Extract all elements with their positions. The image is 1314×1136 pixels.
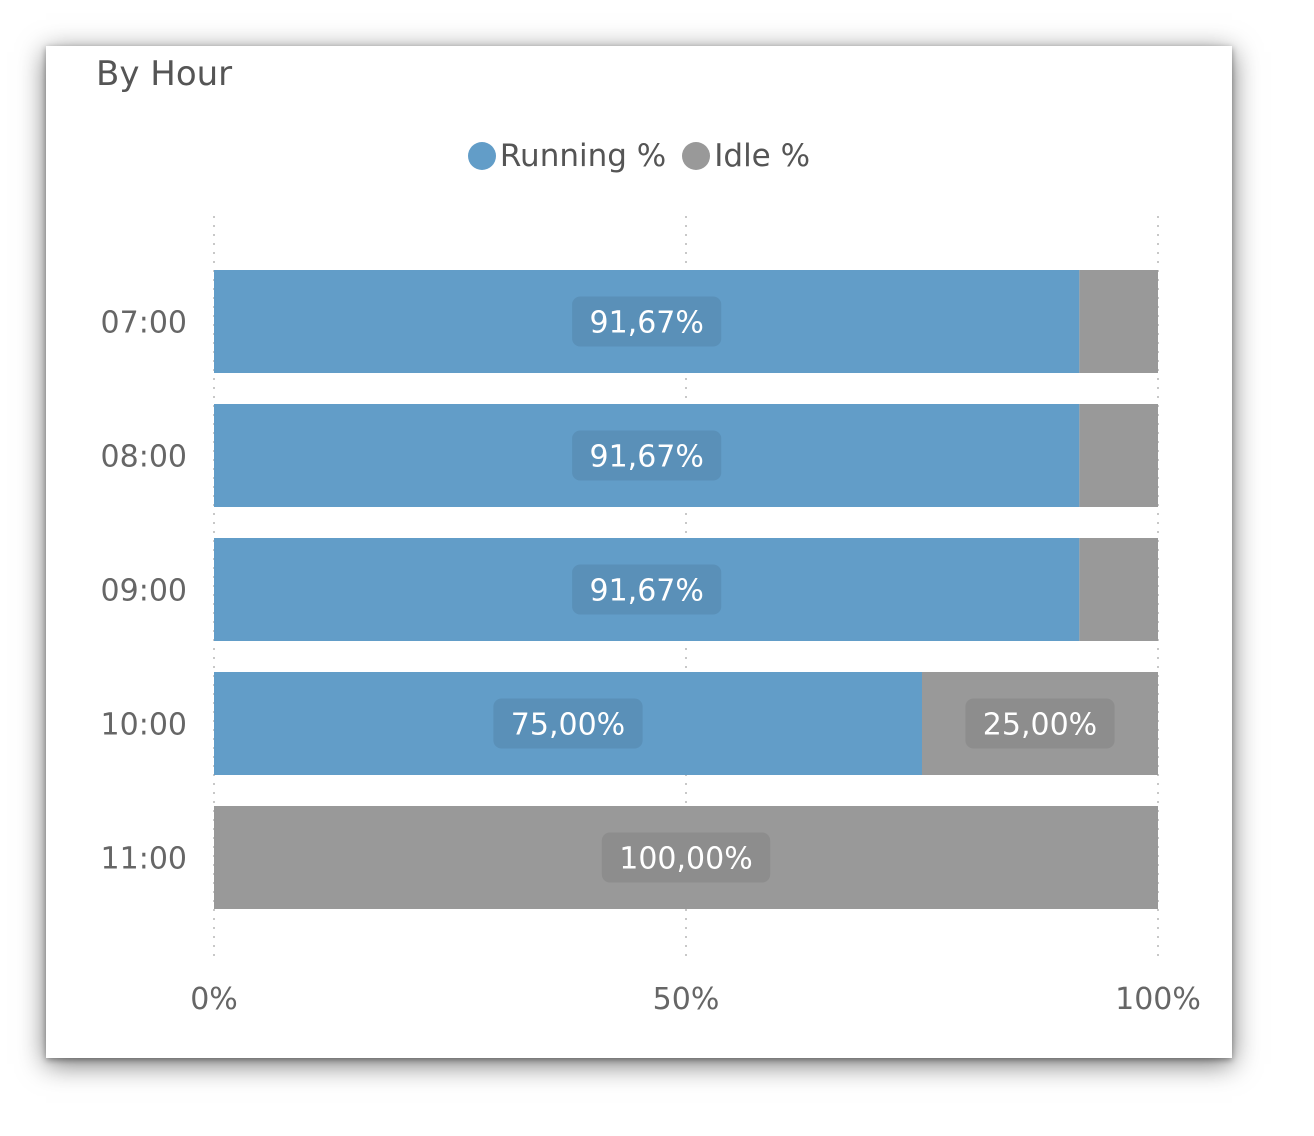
chart-title: By Hour <box>96 54 233 94</box>
data-label-background <box>572 564 722 615</box>
legend-idle-label: Idle % <box>714 138 811 174</box>
data-label: 25,00% <box>983 708 1097 743</box>
legend-running-label: Running % <box>499 138 667 174</box>
data-label: 91,67% <box>589 440 703 475</box>
bar-running[interactable] <box>214 270 1080 373</box>
data-label: 75,00% <box>511 708 625 743</box>
x-tick-label: 50% <box>653 982 720 1017</box>
data-label: 91,67% <box>589 574 703 609</box>
data-label: 100,00% <box>619 842 752 877</box>
x-tick-label: 100% <box>1115 982 1201 1017</box>
category-label: 07:00 <box>101 306 187 341</box>
bar-running[interactable] <box>214 404 1080 507</box>
legend-item-running[interactable]: Running % <box>467 138 667 174</box>
bar-idle[interactable] <box>214 806 1158 909</box>
category-label: 11:00 <box>101 842 187 877</box>
category-label: 08:00 <box>101 440 187 475</box>
bar-chart: 07:00 91,67% 08:00 91,67% 09:00 91,67% 10:00 75… <box>101 216 1201 1017</box>
bar-idle[interactable] <box>1079 404 1158 507</box>
data-label-background <box>601 832 771 883</box>
data-label-background <box>493 698 643 749</box>
data-label-background <box>572 430 722 481</box>
legend-item-idle[interactable]: Idle % <box>682 138 810 174</box>
bar-running[interactable] <box>214 538 1080 641</box>
chart-card: By Hour Running % Idle % 07:00 91,67% 08:0… <box>46 46 1232 1058</box>
bar-running[interactable] <box>214 672 922 775</box>
x-tick-label: 0% <box>190 982 238 1017</box>
bar-idle[interactable] <box>1079 538 1158 641</box>
legend-idle-dot-icon <box>682 142 711 170</box>
data-label-background <box>965 698 1115 749</box>
category-label: 09:00 <box>101 574 187 609</box>
legend-running-dot-icon <box>467 142 496 170</box>
bar-idle[interactable] <box>922 672 1158 775</box>
legend: Running % Idle % <box>46 134 1232 178</box>
bar-idle[interactable] <box>1079 270 1158 373</box>
data-label-background <box>572 296 722 347</box>
category-label: 10:00 <box>101 708 187 743</box>
data-label: 91,67% <box>589 306 703 341</box>
